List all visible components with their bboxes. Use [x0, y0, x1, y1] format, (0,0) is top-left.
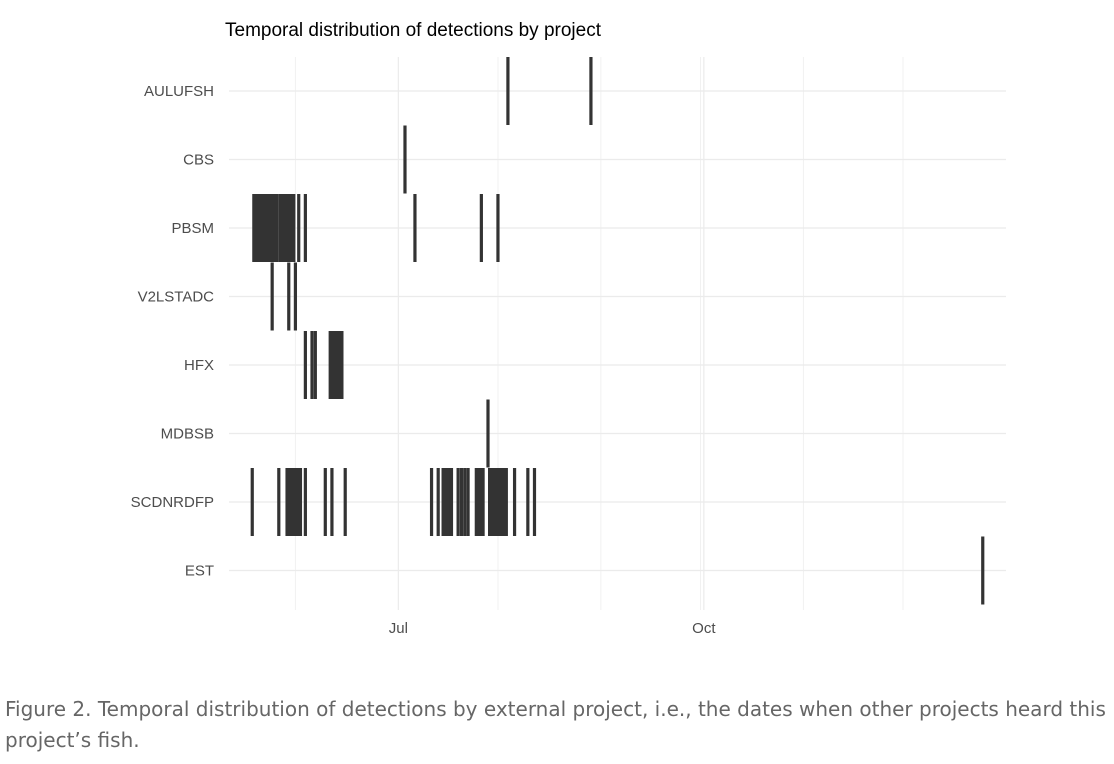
chart-title: Temporal distribution of detections by p… — [225, 20, 602, 41]
detection-bar — [449, 468, 454, 536]
y-axis-tick-labels: AULUFSH CBS PBSM V2LSTADC HFX MDBSB SCDNRDFP ES… — [131, 83, 215, 580]
minor-gridlines — [294, 57, 904, 610]
detection-bar — [340, 331, 344, 399]
figure-caption: Figure 2. Temporal distribution of detec… — [5, 697, 1106, 752]
detection-bar — [303, 194, 307, 262]
detection-bar — [506, 57, 510, 125]
detection-bar — [303, 331, 307, 399]
detection-bar — [488, 468, 508, 536]
detection-bar — [486, 399, 490, 468]
detection-bar — [429, 468, 434, 536]
detection-bar — [310, 331, 314, 399]
detection-bar — [328, 331, 342, 399]
detection-bar — [403, 125, 407, 194]
y-tick-label: V2LSTADC — [138, 289, 215, 306]
detection-bar — [466, 468, 470, 536]
y-tick-label: SCDNRDFP — [131, 494, 214, 511]
detection-bar — [512, 468, 517, 536]
detection-bar — [330, 468, 334, 536]
y-tick-label: EST — [185, 563, 214, 580]
y-tick-label: HFX — [184, 357, 214, 374]
y-tick-label: AULUFSH — [144, 83, 214, 100]
detection-bars — [250, 57, 985, 605]
detection-bar — [589, 57, 593, 125]
detection-bar — [441, 468, 452, 536]
detection-bar — [526, 468, 530, 536]
y-tick-label: MDBSB — [161, 426, 214, 443]
y-tick-label: PBSM — [171, 220, 214, 237]
detection-bar — [270, 262, 274, 331]
detection-bar — [285, 468, 303, 536]
x-tick-label: Oct — [692, 620, 716, 637]
y-tick-label: CBS — [183, 152, 214, 169]
detection-bar — [287, 262, 291, 331]
detection-bar — [303, 468, 307, 536]
detection-bar — [313, 331, 317, 399]
detection-bar — [323, 468, 327, 536]
x-axis-tick-labels: Jul Oct — [389, 620, 717, 637]
detection-bar — [532, 468, 537, 536]
detection-bar — [474, 468, 485, 536]
detection-bar — [413, 194, 417, 262]
detection-bar — [459, 468, 464, 536]
detection-bar — [278, 194, 296, 262]
detection-bar — [463, 468, 467, 536]
detection-bar — [297, 194, 301, 262]
detection-bar — [277, 468, 281, 536]
detection-bar — [456, 468, 460, 536]
detection-bar — [496, 194, 500, 262]
detection-bar — [293, 262, 298, 331]
timeline-chart: AULUFSH CBS PBSM V2LSTADC HFX MDBSB SCDNRDFP ES… — [131, 20, 1006, 637]
detection-bar — [479, 194, 483, 262]
detection-bar — [250, 468, 254, 536]
detection-bar — [981, 536, 985, 605]
detection-bar — [436, 468, 440, 536]
detection-bar — [343, 468, 347, 536]
x-tick-label: Jul — [389, 620, 408, 637]
detection-bar — [252, 194, 279, 262]
major-gridlines — [229, 57, 1006, 610]
